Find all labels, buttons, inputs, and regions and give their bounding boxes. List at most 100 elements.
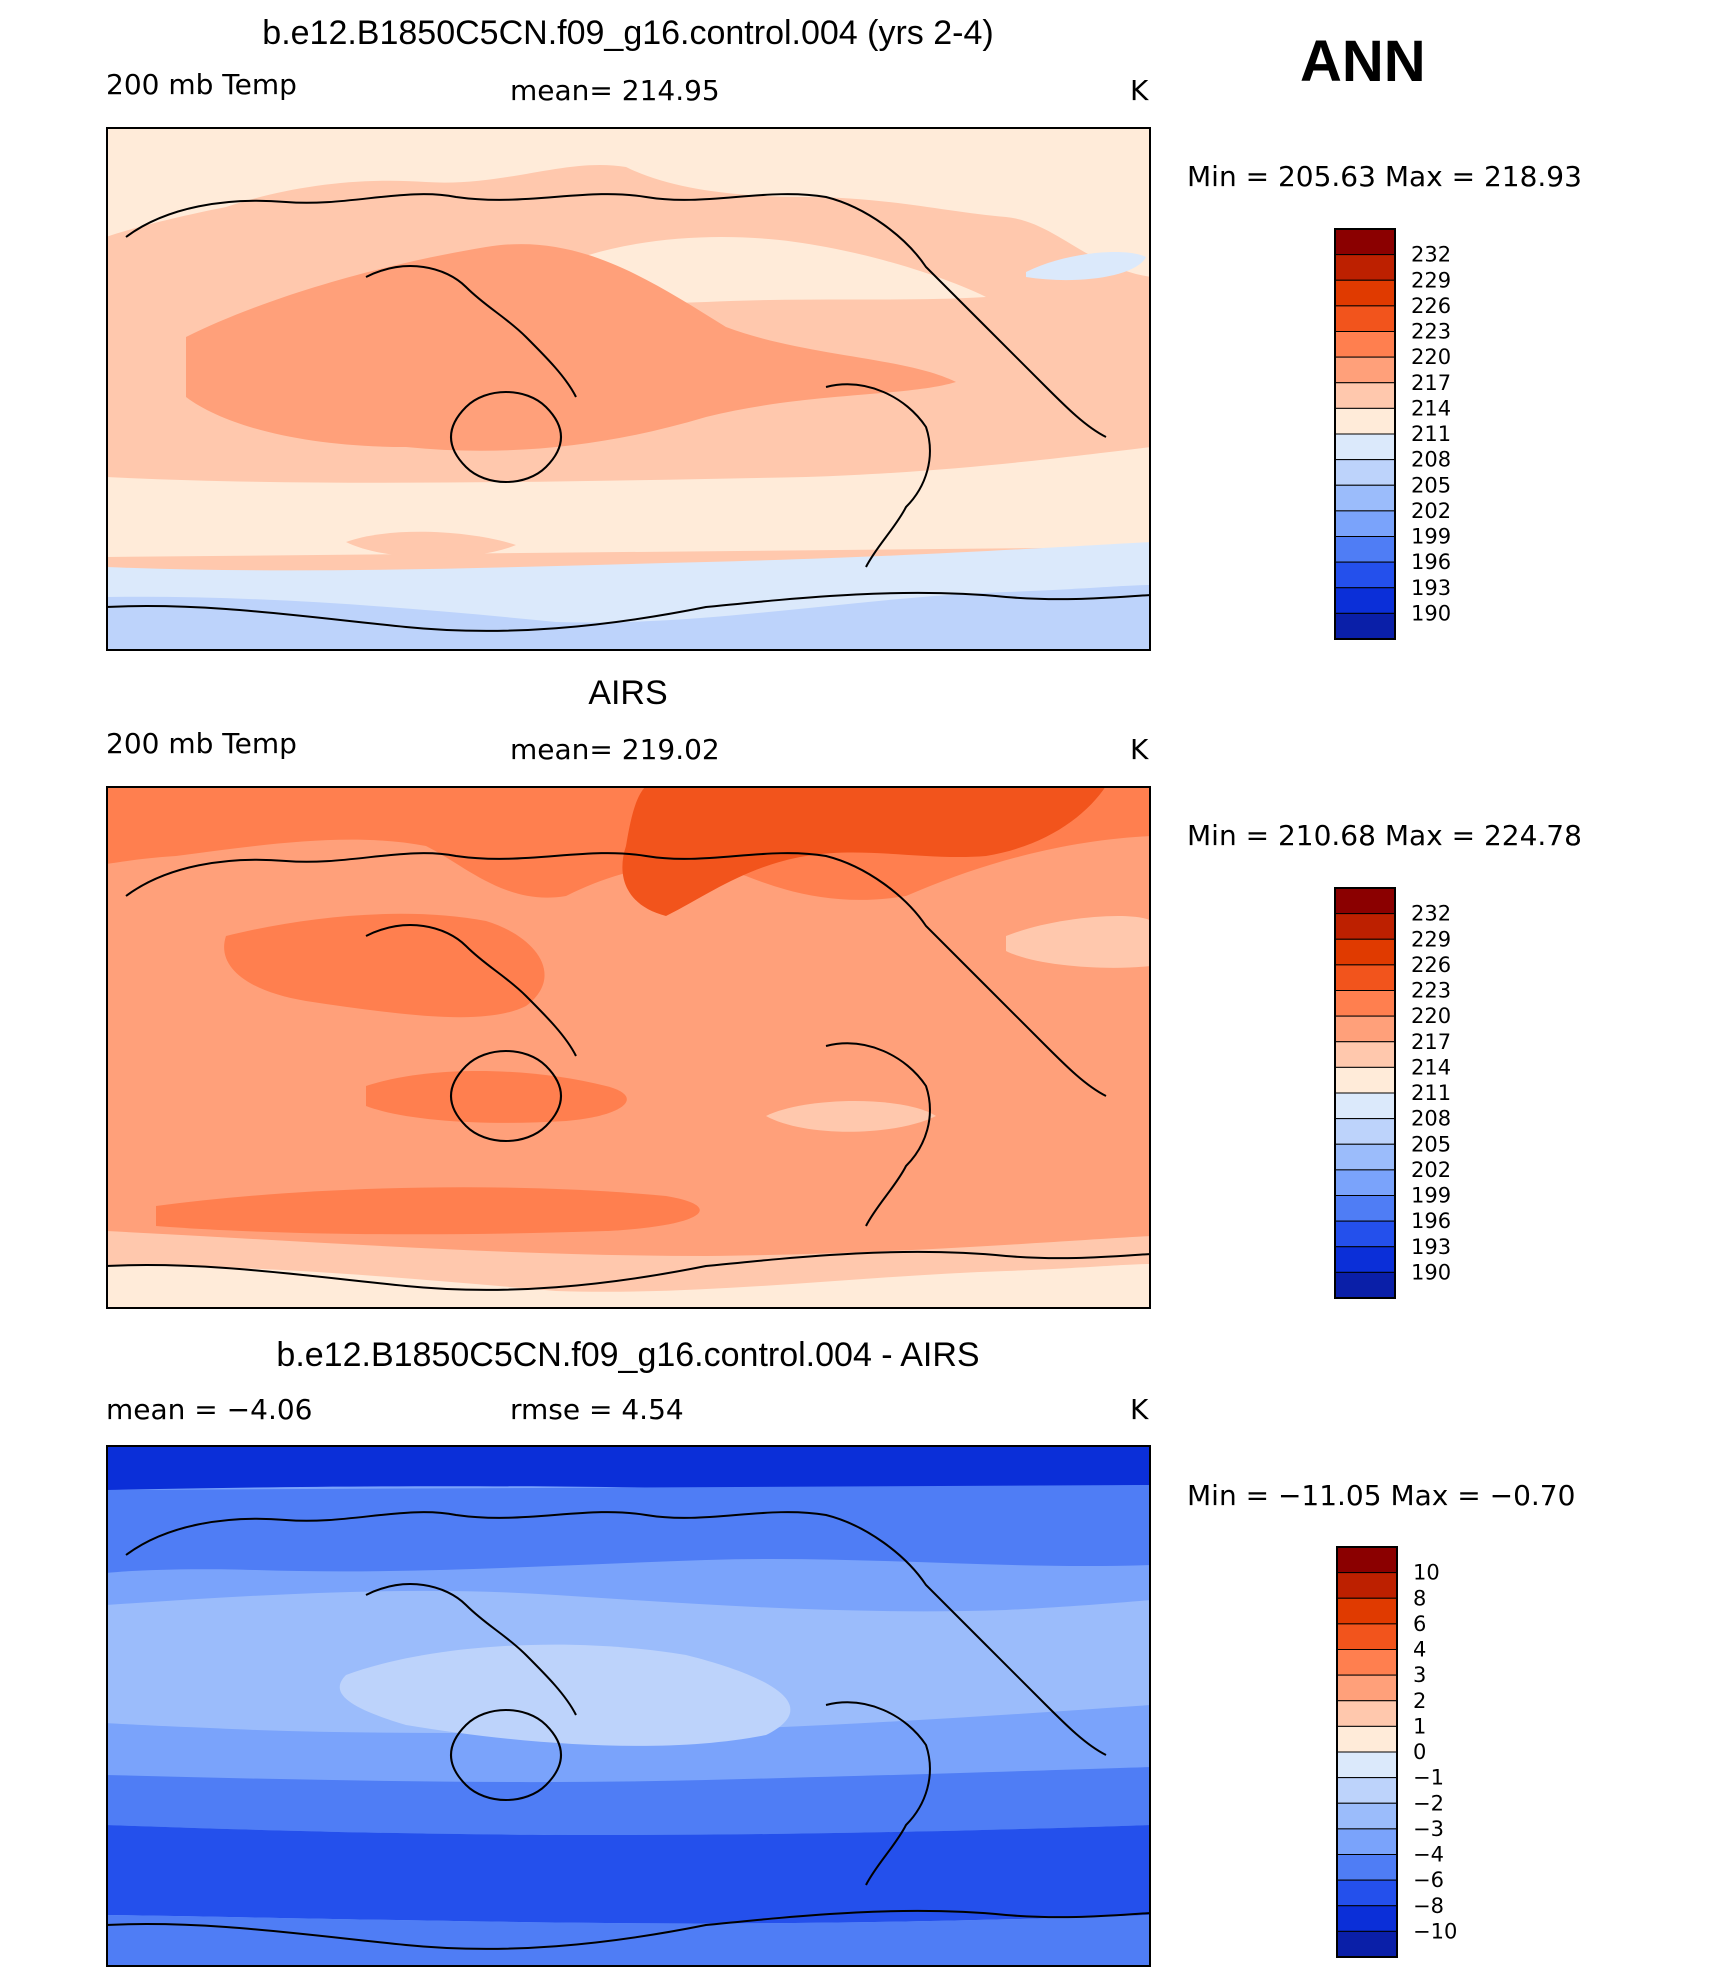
- panel-1-region-blue-antarctic: [106, 585, 1151, 651]
- panel-2-region-warm-arctic-core: [622, 786, 1106, 916]
- colorbar-frame: [1334, 887, 1396, 1299]
- colorbar-swatch: [1334, 990, 1396, 1017]
- colorbar-swatch: [1334, 536, 1396, 563]
- colorbar-tick-label: 208: [1411, 448, 1451, 472]
- colorbar-swatch: [1336, 1572, 1398, 1599]
- panel-2-variable-label: 200 mb Temp: [106, 727, 297, 760]
- colorbar-swatch: [1334, 484, 1396, 512]
- colorbar-tick-label: 202: [1411, 499, 1451, 523]
- colorbar-tick-label: 193: [1411, 576, 1451, 600]
- colorbar-tick-label: 199: [1411, 525, 1451, 549]
- colorbar-tick-label: 226: [1411, 953, 1451, 977]
- colorbar-swatch: [1336, 1725, 1398, 1753]
- colorbar-swatch: [1334, 1271, 1396, 1299]
- panel-1-region-cool-southern-band: [106, 447, 1151, 557]
- colorbar-swatch: [1336, 1700, 1398, 1727]
- colorbar-swatch: [1334, 228, 1396, 256]
- colorbar-swatch: [1336, 1623, 1398, 1650]
- colorbar-tick-label: 217: [1411, 371, 1451, 395]
- panel-1-mean-label: mean= 214.95: [510, 74, 720, 107]
- colorbar-tick-label: 232: [1411, 902, 1451, 926]
- colorbar-swatch: [1334, 459, 1396, 486]
- colorbar-swatch: [1334, 1169, 1396, 1196]
- colorbar-swatch: [1334, 407, 1396, 435]
- colorbar-tick-label: 214: [1411, 396, 1451, 420]
- colorbar-swatch: [1334, 1041, 1396, 1068]
- colorbar-tick-label: 199: [1411, 1184, 1451, 1208]
- panel-1-units-label: K: [1130, 74, 1149, 107]
- colorbar-tick-label: 10: [1413, 1561, 1440, 1585]
- colorbar-swatch: [1334, 382, 1396, 409]
- colorbar-tick-label: 223: [1411, 979, 1451, 1003]
- colorbar-tick-label: 196: [1411, 1209, 1451, 1233]
- colorbar-swatch: [1334, 938, 1396, 966]
- panel-1-title: b.e12.B1850C5CN.f09_g16.control.004 (yrs…: [262, 14, 994, 52]
- colorbar-swatch: [1336, 1930, 1398, 1958]
- colorbar-swatch: [1334, 964, 1396, 991]
- colorbar-swatch: [1334, 1220, 1396, 1248]
- panel-3-units-label: K: [1130, 1393, 1149, 1426]
- panel-3-region-mid-south-band: [106, 1767, 1151, 1835]
- colorbar-swatch: [1334, 305, 1396, 332]
- colorbar-tick-label: −10: [1413, 1919, 1457, 1943]
- colorbar-tick-label: 1: [1413, 1714, 1426, 1738]
- colorbar-tick-label: 6: [1413, 1612, 1426, 1636]
- colorbar-swatch: [1334, 1118, 1396, 1145]
- panel-3-coastlines: [106, 1511, 1151, 1950]
- colorbar-swatch: [1334, 1195, 1396, 1222]
- colorbar-swatch: [1334, 254, 1396, 281]
- colorbar-swatch: [1334, 913, 1396, 940]
- colorbar-tick-label: 196: [1411, 550, 1451, 574]
- panel-2-region-cool-pacific-patch: [766, 1101, 936, 1132]
- panel-2-region-warm-asia-band: [224, 913, 545, 1018]
- colorbar-swatch: [1336, 1777, 1398, 1804]
- colorbar-swatch: [1334, 356, 1396, 384]
- panel-2-colorbar: 2322292262232202172142112082052021991961…: [1334, 887, 1451, 1299]
- colorbar-tick-label: 2: [1413, 1689, 1426, 1713]
- colorbar-swatch: [1334, 561, 1396, 589]
- colorbar-frame: [1334, 228, 1396, 640]
- panel-1-coastlines: [106, 193, 1151, 632]
- panel-1-region-blue-atlantic-patch: [1026, 252, 1146, 281]
- panel-3-mean-label: mean = −4.06: [106, 1393, 313, 1426]
- panel-1-map: [106, 127, 1151, 651]
- colorbar-tick-label: −3: [1413, 1817, 1444, 1841]
- panel-2-region-cool-atlantic-patch: [1006, 916, 1151, 968]
- colorbar-swatch: [1334, 1066, 1396, 1094]
- colorbar-swatch: [1336, 1546, 1398, 1574]
- colorbar-tick-label: 190: [1411, 1260, 1451, 1284]
- colorbar-tick-label: 217: [1411, 1030, 1451, 1054]
- panel-3-title: b.e12.B1850C5CN.f09_g16.control.004 - AI…: [276, 1336, 980, 1374]
- panel-2-map: [106, 786, 1151, 1309]
- colorbar-swatch: [1336, 1751, 1398, 1779]
- colorbar-swatch: [1334, 433, 1396, 461]
- colorbar-tick-label: 229: [1411, 268, 1451, 292]
- panel-3-map-frame: [106, 1445, 1151, 1967]
- colorbar-tick-label: 220: [1411, 1004, 1451, 1028]
- colorbar-swatch: [1334, 1246, 1396, 1273]
- panel-3-region-lighter-antarctic: [106, 1915, 1151, 1967]
- colorbar-tick-label: 205: [1411, 473, 1451, 497]
- colorbar-swatch: [1336, 1674, 1398, 1702]
- panel-1-minmax: Min = 205.63 Max = 218.93: [1187, 160, 1582, 193]
- panel-1-region-cool-southern-band-patch: [346, 531, 516, 558]
- colorbar-swatch: [1334, 612, 1396, 640]
- colorbar-tick-label: 223: [1411, 320, 1451, 344]
- panel-2-minmax: Min = 210.68 Max = 224.78: [1187, 819, 1582, 852]
- colorbar-swatch: [1336, 1905, 1398, 1932]
- colorbar-tick-label: −4: [1413, 1843, 1444, 1867]
- colorbar-tick-label: 211: [1411, 422, 1451, 446]
- colorbar-swatch: [1336, 1802, 1398, 1830]
- colorbar-swatch: [1334, 331, 1396, 358]
- panel-2-title: AIRS: [588, 674, 668, 712]
- colorbar-tick-label: 0: [1413, 1740, 1426, 1764]
- colorbar-frame: [1336, 1546, 1398, 1958]
- colorbar-tick-label: 220: [1411, 345, 1451, 369]
- panel-3-map: [106, 1445, 1151, 1967]
- panel-2-region-warm-southern-belt: [156, 1187, 700, 1235]
- panel-2-map-frame: [106, 786, 1151, 1309]
- colorbar-swatch: [1336, 1854, 1398, 1881]
- panel-2-region-warm-southern-band: [366, 1071, 627, 1123]
- colorbar-tick-label: 8: [1413, 1586, 1426, 1610]
- colorbar-tick-label: −6: [1413, 1868, 1444, 1892]
